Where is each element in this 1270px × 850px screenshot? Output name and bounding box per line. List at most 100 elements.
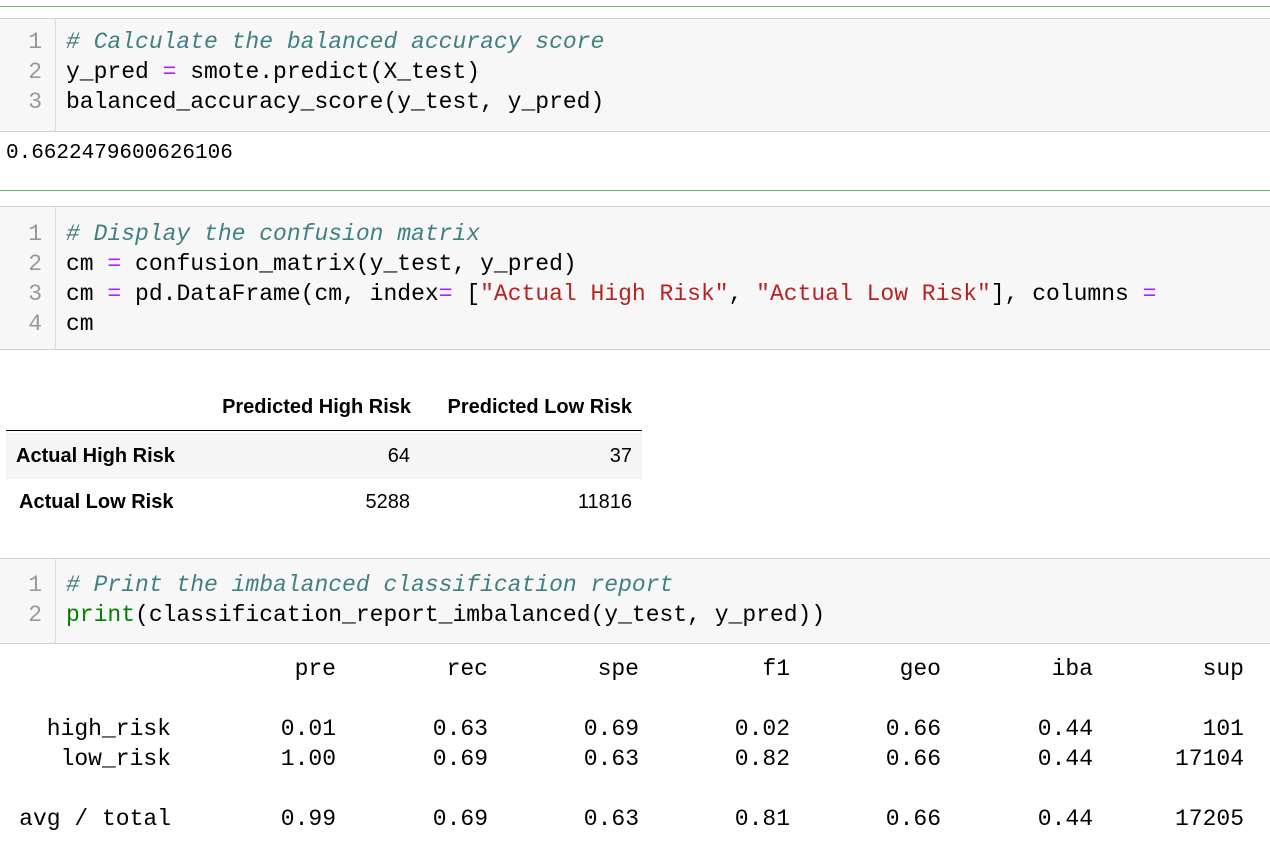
line-number: 3 (28, 281, 42, 307)
line-number: 1 (28, 29, 42, 55)
code-token: cm (66, 281, 108, 307)
code-token: , (728, 281, 757, 307)
code-operator: = (438, 281, 453, 307)
line-number: 1 (28, 221, 42, 247)
code-text[interactable]: print(classification_report_imbalanced(y… (66, 600, 825, 630)
line-number-gutter (0, 207, 56, 349)
report-row: high_risk 0.01 0.63 0.69 0.02 0.66 0.44 101 (6, 714, 1256, 744)
code-token: pd.DataFrame(cm, index (121, 281, 439, 307)
report-row: low_risk 1.00 0.69 0.63 0.82 0.66 0.44 17104 (6, 744, 1256, 774)
report-column-header: sup (1202, 656, 1244, 682)
report-cell: 0.66 (885, 746, 941, 772)
report-cell: 0.44 (1037, 746, 1093, 772)
code-text[interactable]: cm (66, 309, 94, 339)
line-number-gutter (0, 559, 56, 643)
report-row-label: avg / total (19, 806, 171, 832)
code-token: (classification_report_imbalanced(y_test… (135, 602, 826, 628)
report-cell: 0.63 (432, 716, 488, 742)
report-row: avg / total 0.99 0.69 0.63 0.81 0.66 0.44 17205 (6, 804, 1256, 834)
report-cell: 0.99 (280, 806, 336, 832)
code-operator: = (107, 281, 122, 307)
report-cell: 17104 (1174, 746, 1244, 772)
line-number-gutter (0, 19, 56, 131)
code-token: cm (66, 311, 94, 337)
df-column-header: Predicted Low Risk (447, 396, 633, 418)
code-token: confusion_matrix(y_test, y_pred) (121, 251, 577, 277)
code-builtin: print (66, 602, 136, 628)
report-cell: 0.44 (1037, 806, 1093, 832)
report-row-label: high_risk (46, 716, 171, 742)
code-text[interactable]: y_pred = smote.predict(X_test) (66, 57, 480, 87)
report-column-header: geo (899, 656, 941, 682)
report-column-header: spe (597, 656, 639, 682)
code-text[interactable]: balanced_accuracy_score(y_test, y_pred) (66, 87, 604, 117)
code-text[interactable]: # Display the confusion matrix (66, 219, 480, 249)
code-token: ], columns (990, 281, 1143, 307)
code-comment: # Calculate the balanced accuracy score (66, 29, 605, 55)
code-line[interactable]: 3 balanced_accuracy_score(y_test, y_pred) (0, 87, 1270, 117)
code-text[interactable]: cm = confusion_matrix(y_test, y_pred) (66, 249, 577, 279)
code-line[interactable]: 2 y_pred = smote.predict(X_test) (0, 57, 1270, 87)
report-cell: 1.00 (280, 746, 336, 772)
df-header-rule (6, 430, 642, 431)
df-row: Actual Low Risk 5288 11816 (6, 479, 642, 525)
report-cell: 0.63 (583, 806, 639, 832)
code-line[interactable]: 1 # Print the imbalanced classification r… (0, 570, 1270, 600)
report-column-header: f1 (762, 656, 790, 682)
code-comment: # Display the confusion matrix (66, 221, 481, 247)
report-column-header: rec (446, 656, 488, 682)
line-number: 2 (28, 251, 42, 277)
code-operator: = (107, 251, 122, 277)
code-operator: = (1142, 281, 1157, 307)
code-line[interactable]: 2 print(classification_report_imbalanced(… (0, 600, 1270, 630)
code-token: balanced_accuracy_score(y_test, y_pred) (66, 89, 605, 115)
code-token: cm (66, 251, 108, 277)
code-token: y_pred (66, 59, 163, 85)
code-text[interactable]: # Calculate the balanced accuracy score (66, 27, 604, 57)
code-text[interactable]: # Print the imbalanced classification re… (66, 570, 673, 600)
report-cell: 0.69 (432, 806, 488, 832)
code-line[interactable]: 4 cm (0, 309, 1270, 339)
report-cell: 0.01 (280, 716, 336, 742)
df-cell: 11816 (577, 491, 632, 513)
report-cell: 0.69 (583, 716, 639, 742)
code-line[interactable]: 3 cm = pd.DataFrame(cm, index= ["Actual H… (0, 279, 1270, 309)
report-cell: 0.66 (885, 716, 941, 742)
code-cell-3[interactable]: 1 # Print the imbalanced classification r… (0, 558, 1270, 644)
code-line[interactable]: 1 # Display the confusion matrix (0, 219, 1270, 249)
code-line[interactable]: 1 # Calculate the balanced accuracy score (0, 27, 1270, 57)
line-number: 4 (28, 311, 42, 337)
df-row-label: Actual High Risk (16, 445, 175, 467)
code-line[interactable]: 2 cm = confusion_matrix(y_test, y_pred) (0, 249, 1270, 279)
code-comment: # Print the imbalanced classification re… (66, 572, 674, 598)
report-column-header: iba (1051, 656, 1093, 682)
df-cell: 5288 (365, 491, 411, 513)
df-row: Actual High Risk 64 37 (6, 433, 642, 479)
line-number: 1 (28, 572, 42, 598)
code-string: "Actual High Risk" (480, 281, 729, 307)
code-cell-1[interactable]: 1 # Calculate the balanced accuracy score… (0, 18, 1270, 132)
df-row-label: Actual Low Risk (19, 491, 174, 513)
code-token: [ (452, 281, 481, 307)
report-header-row: pre rec spe f1 geo iba sup (6, 654, 1256, 684)
report-cell: 0.63 (583, 746, 639, 772)
line-number: 2 (28, 59, 42, 85)
df-cell: 37 (609, 445, 632, 467)
report-cell: 101 (1202, 716, 1244, 742)
report-cell: 0.69 (432, 746, 488, 772)
report-cell: 0.81 (734, 806, 790, 832)
line-number: 2 (28, 602, 42, 628)
df-column-header: Predicted High Risk (222, 396, 411, 418)
code-text[interactable]: cm = pd.DataFrame(cm, index= ["Actual Hi… (66, 279, 1156, 309)
line-number: 3 (28, 89, 42, 115)
code-token: smote.predict(X_test) (176, 59, 481, 85)
code-string: "Actual Low Risk" (756, 281, 991, 307)
report-cell: 17205 (1174, 806, 1244, 832)
report-cell: 0.66 (885, 806, 941, 832)
code-cell-2[interactable]: 1 # Display the confusion matrix 2 cm = con… (0, 206, 1270, 350)
report-cell: 0.44 (1037, 716, 1093, 742)
report-column-header: pre (294, 656, 336, 682)
cell-1-output: 0.6622479600626106 (6, 142, 233, 165)
report-row-label: low_risk (60, 746, 171, 772)
